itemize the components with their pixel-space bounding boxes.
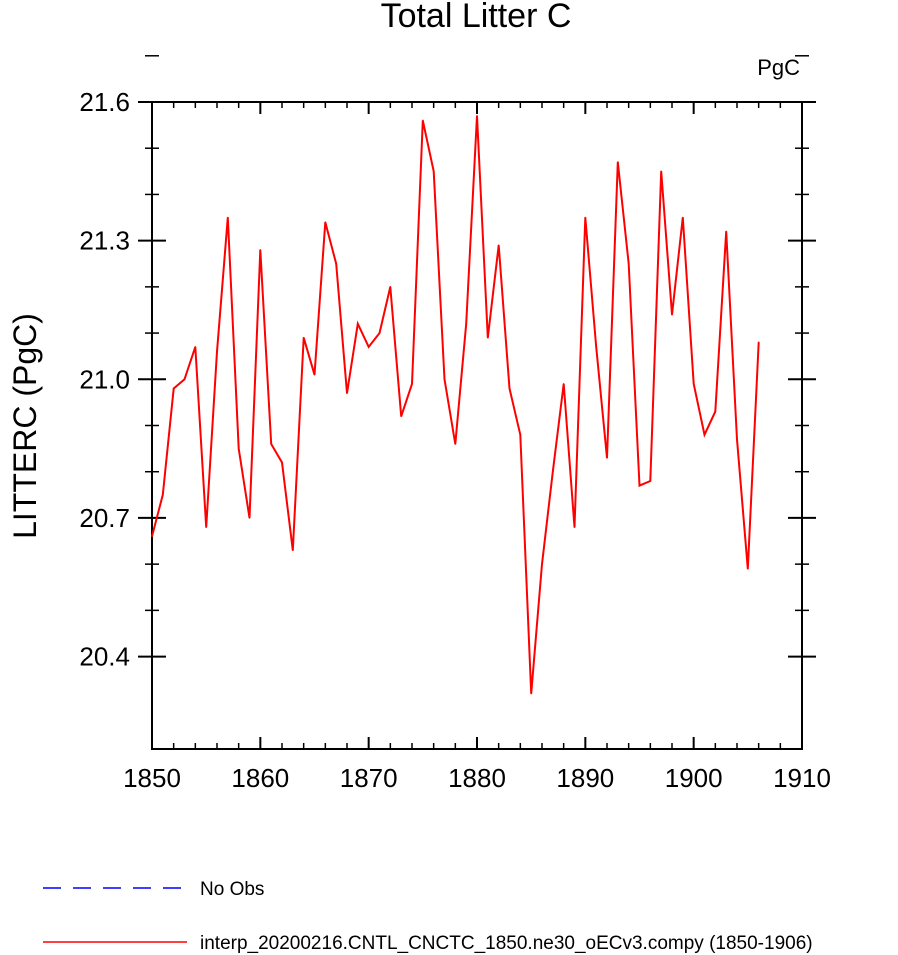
legend: No Obs interp_20200216.CNTL_CNCTC_1850.ne… <box>43 879 813 954</box>
series-point <box>237 447 240 450</box>
chart-title: Total Litter C <box>381 0 572 35</box>
plot-frame <box>151 101 803 750</box>
series-point <box>747 567 749 570</box>
series-point <box>389 286 392 288</box>
series-point <box>227 216 229 219</box>
x-tick-label: 1860 <box>231 763 289 793</box>
series-point <box>302 336 305 339</box>
series-point <box>194 346 197 348</box>
y-axis-label: LITTERC (PgC) <box>7 313 43 539</box>
series-line <box>151 115 760 694</box>
series-point <box>649 480 652 482</box>
series-point <box>162 494 164 496</box>
series-point <box>432 170 435 173</box>
legend-label: No Obs <box>200 879 264 900</box>
series-point <box>346 392 348 394</box>
y-tick-label: 20.4 <box>79 642 130 672</box>
series-point <box>378 332 381 334</box>
series-point <box>584 216 587 219</box>
x-tick-label: 1890 <box>556 763 614 793</box>
series-point <box>541 563 543 565</box>
units-label: PgC <box>757 55 800 80</box>
series-point <box>562 383 565 385</box>
series-point <box>335 262 337 265</box>
series-point <box>497 244 500 247</box>
y-tick-label: 20.7 <box>79 503 130 533</box>
y-tick-label: 21.3 <box>79 226 130 256</box>
series-point <box>682 216 684 219</box>
x-tick-label: 1910 <box>773 763 831 793</box>
legend-label: interp_20200216.CNTL_CNCTC_1850.ne30_oEC… <box>200 933 813 954</box>
series-point <box>422 119 424 122</box>
series-point <box>411 383 413 385</box>
series-point <box>357 323 359 325</box>
y-tick-label: 21.0 <box>79 364 130 394</box>
series-point <box>248 517 251 519</box>
series-point <box>757 341 760 344</box>
series-point <box>595 346 597 348</box>
series-point <box>270 443 272 445</box>
series-point <box>519 433 522 436</box>
series-point <box>692 383 695 385</box>
series-point <box>172 387 175 390</box>
series-point <box>736 438 738 441</box>
y-tick-label: 21.6 <box>79 87 130 117</box>
series-point <box>400 415 402 418</box>
series-point <box>476 115 478 117</box>
series-point <box>725 230 727 233</box>
series-point <box>324 221 327 223</box>
series-point <box>367 346 370 348</box>
series-point <box>313 373 316 376</box>
series-point <box>552 470 554 473</box>
series-point <box>573 526 576 528</box>
series-point <box>714 410 717 413</box>
series-point <box>627 262 630 265</box>
x-tick-label: 1900 <box>665 763 723 793</box>
series-point <box>487 336 489 339</box>
series-point <box>671 313 673 316</box>
series-point <box>530 692 532 695</box>
series-point <box>508 387 511 390</box>
series-point <box>205 526 207 528</box>
x-tick-label: 1880 <box>448 763 506 793</box>
x-tick-label: 1870 <box>340 763 398 793</box>
series-point <box>638 484 641 487</box>
x-tick-label: 1850 <box>123 763 181 793</box>
series-point <box>443 378 446 381</box>
series-point <box>703 433 706 436</box>
series-point <box>216 350 218 353</box>
series-point <box>292 549 294 552</box>
series-point <box>281 461 283 464</box>
series-point <box>465 323 467 325</box>
series-point <box>606 457 608 459</box>
plot-area: 1850 1860 1870 1880 1890 1900 1910 20.4 20.7 21.0… <box>79 55 831 793</box>
series-point <box>151 535 153 538</box>
series-point <box>660 170 662 173</box>
series-point <box>259 249 262 251</box>
series-point <box>617 161 619 163</box>
series-point <box>454 443 457 445</box>
series-point <box>183 378 186 381</box>
